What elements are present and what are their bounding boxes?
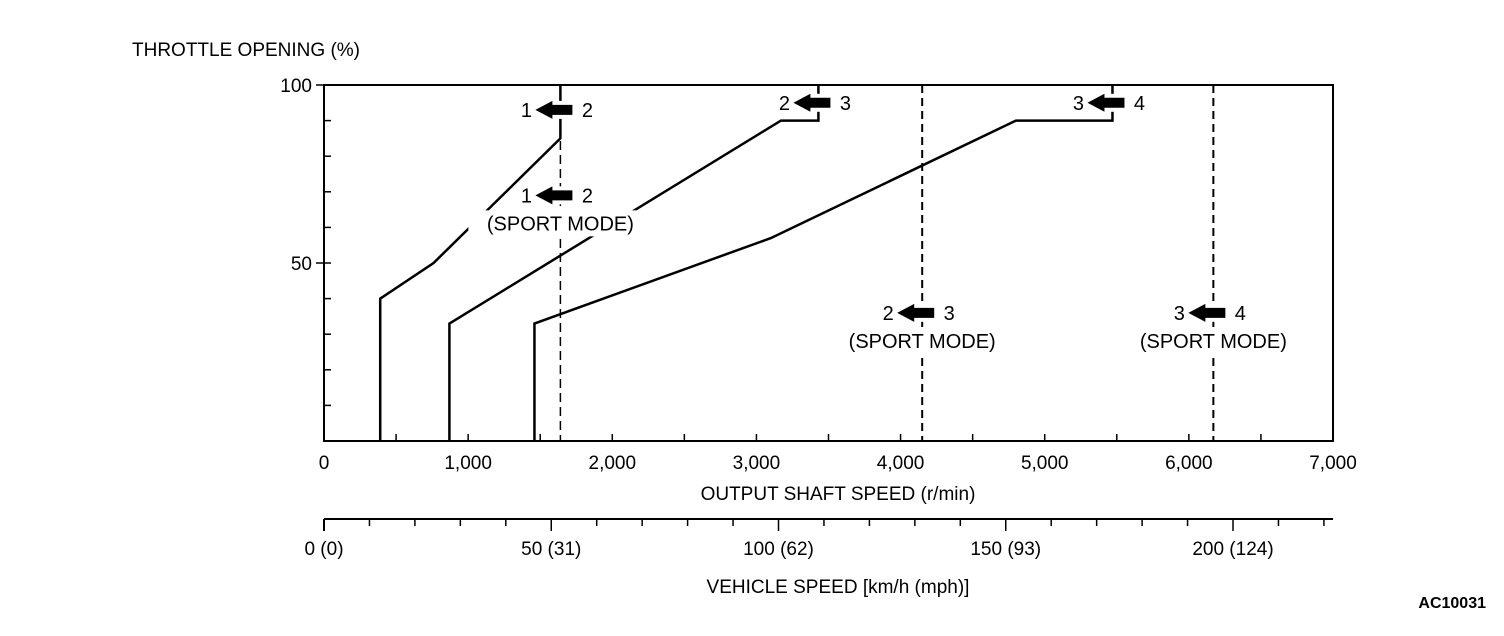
sport-mode-label-backing [468, 210, 653, 237]
shift-arrow-icon [793, 93, 831, 112]
sport-mode-label: (SPORT MODE) [487, 213, 634, 235]
shift-to-gear: 2 [582, 185, 593, 207]
shift-from-gear: 1 [521, 100, 532, 122]
shift-line [533, 85, 1114, 441]
vehicle-speed-tick-label: 0 (0) [304, 539, 343, 560]
x-tick-label: 6,000 [1165, 453, 1213, 474]
sport-mode-label: (SPORT MODE) [849, 331, 996, 353]
shift-from-gear: 2 [779, 93, 790, 115]
shift-to-gear: 4 [1235, 303, 1246, 325]
vehicle-speed-tick-label: 100 (62) [743, 539, 814, 560]
shift-arrow-icon [535, 100, 573, 119]
shift-arrow-icon [1188, 303, 1226, 322]
x-tick-label: 5,000 [1021, 453, 1069, 474]
vehicle-speed-tick-label: 150 (93) [970, 539, 1041, 560]
plot-frame [323, 84, 1334, 442]
shift-to-gear: 2 [582, 100, 593, 122]
y-axis-label: THROTTLE OPENING (%) [132, 40, 360, 61]
x-tick-label: 4,000 [877, 453, 925, 474]
sport-mode-label-backing [830, 327, 1015, 354]
shift-line [378, 85, 562, 441]
x-tick-label: 3,000 [733, 453, 781, 474]
sport-mode-label: (SPORT MODE) [1140, 331, 1287, 353]
vehicle-speed-tick-label: 50 (31) [521, 539, 581, 560]
shift-arrow-icon [535, 186, 573, 205]
x-axis-label: OUTPUT SHAFT SPEED (r/min) [701, 484, 976, 505]
sport-mode-label-backing [1121, 327, 1306, 354]
vehicle-speed-tick-label: 200 (124) [1192, 539, 1273, 560]
y-tick-label: 100 [280, 76, 312, 97]
shift-to-gear: 4 [1134, 93, 1145, 115]
figure-code: AC10031 [1418, 595, 1486, 612]
shift-arrow-icon [897, 303, 935, 322]
shift-from-gear: 2 [883, 303, 894, 325]
x-tick-label: 1,000 [444, 453, 492, 474]
shift-from-gear: 3 [1073, 93, 1084, 115]
shift-arrow-icon [1087, 93, 1125, 112]
x-tick-label: 2,000 [589, 453, 637, 474]
shift-to-gear: 3 [944, 303, 955, 325]
shift-line [448, 85, 820, 441]
vehicle-speed-axis-label: VEHICLE SPEED [km/h (mph)] [707, 577, 970, 598]
shift-to-gear: 3 [840, 93, 851, 115]
y-tick-label: 50 [291, 254, 312, 275]
x-tick-label: 7,000 [1309, 453, 1357, 474]
x-tick-label: 0 [319, 453, 330, 474]
shift-from-gear: 1 [521, 185, 532, 207]
shift-from-gear: 3 [1174, 303, 1185, 325]
